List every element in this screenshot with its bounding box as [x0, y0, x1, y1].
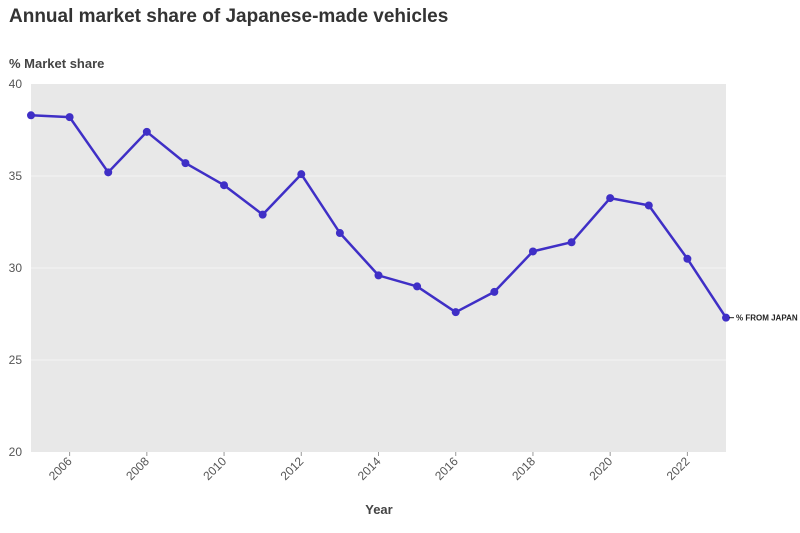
y-axis: 20 25 30 35 40 — [9, 77, 23, 459]
data-point — [683, 254, 692, 263]
chart-subtitle: % Market share — [9, 56, 105, 71]
data-point — [606, 194, 615, 203]
data-point — [142, 127, 151, 136]
data-point — [567, 238, 576, 247]
series-label: % FROM JAPAN — [736, 314, 798, 323]
x-tick-label: 2012 — [278, 454, 307, 483]
data-point — [335, 229, 344, 238]
x-tick-label: 2018 — [509, 454, 538, 483]
y-tick-label: 30 — [9, 261, 23, 275]
x-tick-label: 2006 — [46, 454, 75, 483]
gridlines — [31, 175, 726, 361]
data-point — [490, 287, 499, 296]
x-tick-label: 2022 — [664, 454, 693, 483]
x-tick-label: 2010 — [200, 454, 229, 483]
data-point — [104, 168, 113, 177]
data-point — [644, 201, 653, 210]
data-point — [297, 170, 306, 179]
y-tick-label: 25 — [9, 353, 23, 367]
data-point — [220, 181, 229, 190]
x-tick-label: 2008 — [123, 454, 152, 483]
x-axis: 2006 2008 2010 2012 2014 2016 2018 2020 2022 — [46, 452, 693, 483]
data-point — [722, 313, 730, 322]
data-point — [181, 159, 190, 168]
x-tick-label: 2020 — [587, 454, 616, 483]
data-point — [528, 247, 537, 256]
x-tick-label: 2014 — [355, 454, 384, 483]
y-tick-label: 20 — [9, 445, 23, 459]
data-point — [258, 210, 267, 219]
chart-title: Annual market share of Japanese-made veh… — [9, 6, 449, 27]
y-tick-label: 40 — [9, 77, 23, 91]
data-point — [374, 271, 383, 280]
data-points — [27, 111, 730, 322]
x-axis-title: Year — [365, 502, 392, 517]
data-point — [451, 308, 460, 317]
data-point — [27, 111, 35, 120]
data-point — [413, 282, 422, 291]
x-tick-label: 2016 — [432, 454, 461, 483]
series-labels: % FROM JAPAN — [729, 314, 798, 323]
data-point — [65, 113, 74, 122]
y-tick-label: 35 — [9, 169, 23, 183]
